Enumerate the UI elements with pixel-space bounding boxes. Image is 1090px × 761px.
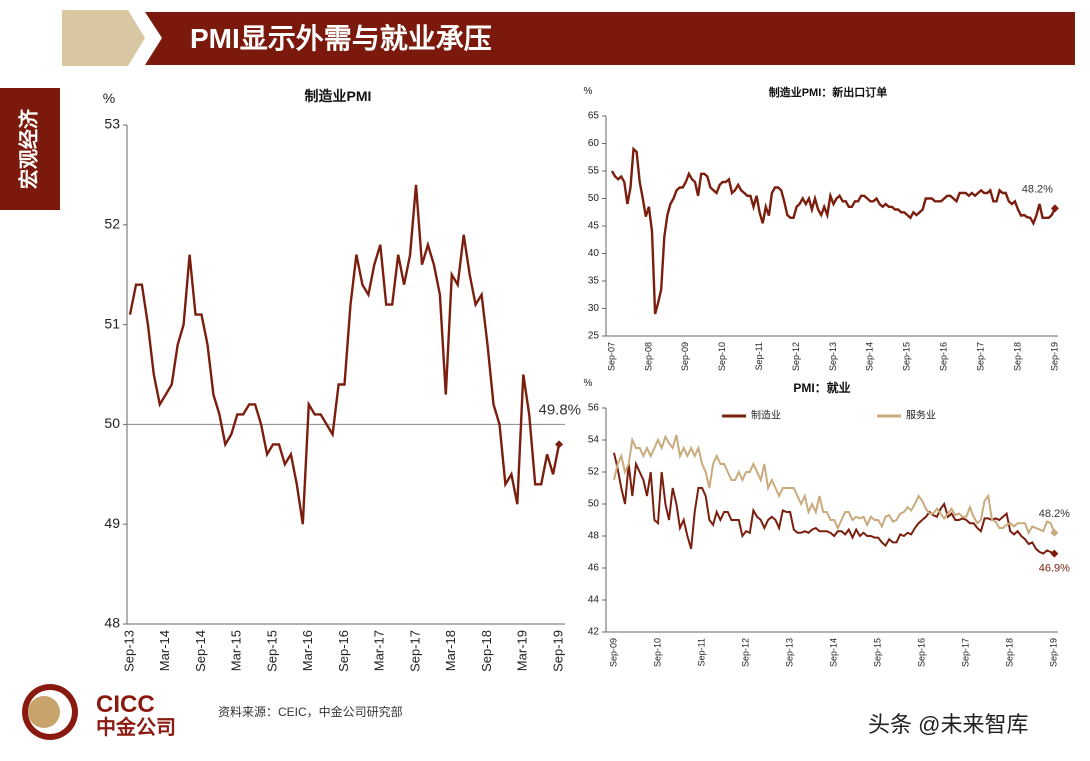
y-tick-label: 56 (588, 403, 600, 414)
y-tick-label: 46 (588, 563, 600, 574)
x-tick-label: Sep-07 (606, 342, 616, 371)
end-marker (1050, 528, 1059, 537)
x-tick-label: Sep-09 (680, 342, 690, 371)
x-tick-label: Sep-12 (791, 342, 801, 371)
page-title: PMI显示外需与就业承压 (190, 23, 492, 54)
x-tick-label: Sep-10 (652, 638, 662, 667)
x-tick-label: Sep-18 (1005, 638, 1015, 667)
x-tick-label: Sep-13 (121, 630, 136, 672)
x-tick-label: Sep-17 (407, 630, 422, 672)
x-tick-label: Sep-18 (479, 630, 494, 672)
x-tick-label: Sep-16 (336, 630, 351, 672)
chart-title: 制造业PMI：新出口订单 (769, 85, 888, 99)
x-tick-label: Sep-17 (975, 342, 985, 371)
x-tick-label: Mar-19 (515, 630, 530, 671)
x-tick-label: Sep-15 (902, 342, 912, 371)
x-tick-label: Sep-19 (1049, 638, 1059, 667)
x-tick-label: Sep-09 (608, 638, 618, 667)
x-tick-label: Sep-11 (754, 342, 764, 370)
data-line (128, 184, 561, 525)
x-tick-label: Sep-14 (193, 630, 208, 672)
y-tick-label: 55 (588, 166, 600, 177)
legend-label: 制造业 (751, 409, 781, 422)
source-note: 资料来源：CEIC，中金公司研究部 (218, 704, 403, 719)
y-tick-label: 45 (588, 221, 600, 232)
x-tick-label: Sep-16 (939, 342, 949, 371)
y-tick-label: 52 (588, 467, 600, 478)
x-tick-label: Sep-13 (828, 342, 838, 371)
y-tick-label: 25 (588, 331, 600, 342)
value-label: 46.9% (1039, 563, 1070, 575)
y-tick-label: 40 (588, 248, 600, 259)
y-tick-label: 35 (588, 276, 600, 287)
x-tick-label: Mar-18 (443, 630, 458, 671)
y-tick-label: 44 (588, 595, 600, 606)
x-tick-label: Sep-14 (829, 638, 839, 667)
section-tab (0, 88, 60, 210)
value-label: 49.8% (538, 401, 581, 418)
x-tick-label: Sep-13 (785, 638, 795, 667)
value-label: 48.2% (1022, 183, 1053, 195)
x-tick-label: Sep-15 (264, 630, 279, 672)
x-tick-label: Sep-16 (917, 638, 927, 667)
y-unit: % (584, 378, 593, 389)
logo-en: CICC (96, 691, 155, 718)
watermark: 头条 @未来智库 (868, 712, 1028, 737)
end-marker (1050, 204, 1059, 213)
value-label: 48.2% (1039, 508, 1070, 520)
chart-title: 制造业PMI (305, 88, 372, 104)
x-tick-label: Sep-15 (873, 638, 883, 667)
x-tick-label: Mar-17 (372, 630, 387, 671)
x-tick-label: Sep-19 (1049, 342, 1059, 371)
y-tick-label: 53 (104, 116, 120, 132)
y-tick-label: 65 (588, 111, 600, 122)
x-tick-label: Sep-17 (961, 638, 971, 667)
x-tick-label: Sep-18 (1012, 342, 1022, 371)
end-marker (1050, 549, 1059, 558)
header-band (145, 12, 1075, 65)
y-tick-label: 49 (104, 515, 120, 531)
chart-title: PMI：就业 (793, 380, 850, 395)
y-tick-label: 50 (588, 193, 600, 204)
end-marker (555, 440, 564, 449)
y-tick-label: 50 (104, 415, 120, 431)
x-tick-label: Mar-14 (157, 630, 172, 671)
x-tick-label: Sep-14 (865, 342, 875, 371)
legend-label: 服务业 (906, 409, 936, 422)
y-tick-label: 60 (588, 138, 600, 149)
x-tick-label: Mar-16 (300, 630, 315, 671)
y-tick-label: 48 (104, 615, 120, 631)
x-tick-label: Mar-15 (229, 630, 244, 671)
y-tick-label: 42 (588, 627, 600, 638)
y-tick-label: 54 (588, 435, 600, 446)
y-tick-label: 52 (104, 216, 120, 232)
data-line (613, 452, 1055, 555)
section-label: 宏观经济 (16, 108, 40, 189)
x-tick-label: Sep-10 (717, 342, 727, 371)
y-unit: % (103, 90, 115, 106)
x-tick-label: Sep-11 (696, 638, 706, 666)
y-tick-label: 30 (588, 303, 600, 314)
y-tick-label: 48 (588, 531, 600, 542)
x-tick-label: Sep-12 (740, 638, 750, 667)
data-line (610, 146, 1056, 315)
data-line (613, 434, 1056, 536)
header-chevron (62, 10, 145, 66)
x-tick-label: Sep-19 (550, 630, 565, 672)
y-tick-label: 51 (104, 315, 120, 331)
y-tick-label: 50 (588, 499, 600, 510)
logo-cn: 中金公司 (96, 715, 176, 739)
y-unit: % (584, 86, 593, 97)
logo-inner (28, 696, 60, 728)
x-tick-label: Sep-08 (643, 342, 653, 371)
